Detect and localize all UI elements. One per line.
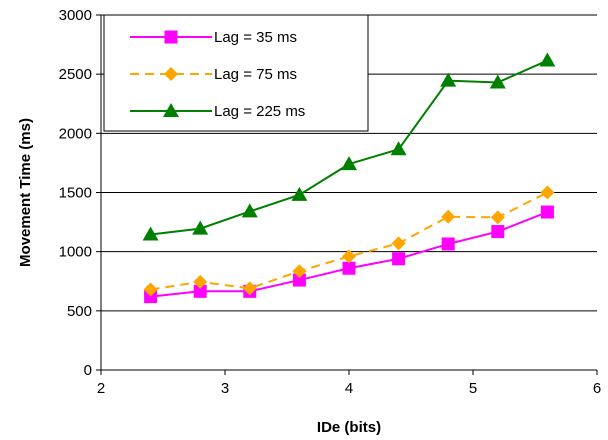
data-point	[242, 281, 257, 296]
x-tick-label: 2	[97, 380, 105, 397]
data-point	[292, 273, 306, 287]
data-point	[291, 186, 308, 201]
y-tick-label: 3000	[59, 7, 92, 24]
data-point	[441, 237, 455, 251]
x-axis-title: IDe (bits)	[317, 419, 381, 436]
data-point	[193, 274, 208, 289]
data-point	[490, 210, 505, 225]
data-point	[391, 236, 406, 251]
data-point	[193, 284, 207, 298]
axes	[96, 14, 598, 375]
data-point	[390, 141, 407, 156]
y-tick-label: 2000	[59, 125, 92, 142]
tick-labels: 0 500 1000 1500 2000 2500 3000 2 3 4 5 6	[59, 7, 602, 397]
y-tick-label: 500	[67, 303, 92, 320]
legend-marker	[164, 30, 178, 44]
data-point	[341, 156, 357, 171]
data-point	[342, 261, 356, 275]
data-point	[241, 203, 258, 218]
legend-entry: Lag = 35 ms	[214, 29, 297, 46]
data-point	[491, 225, 505, 239]
data-point	[392, 252, 406, 266]
y-tick-label: 1000	[59, 244, 92, 261]
y-tick-label: 1500	[59, 185, 92, 202]
data-point	[144, 290, 158, 304]
legend-entry: Lag = 225 ms	[214, 103, 305, 120]
y-tick-label: 0	[84, 362, 92, 379]
legend-entry: Lag = 75 ms	[214, 66, 297, 83]
data-point	[192, 220, 209, 235]
x-tick-label: 3	[221, 380, 229, 397]
data-point	[342, 249, 356, 264]
data-point	[540, 205, 554, 219]
series-line-2	[150, 191, 548, 291]
legend-marker	[163, 103, 179, 117]
y-tick-label: 2500	[59, 66, 92, 83]
x-tick-label: 6	[593, 380, 601, 397]
legend: Lag = 35 ms Lag = 75 ms Lag = 225 ms	[103, 14, 369, 132]
data-point	[440, 72, 457, 87]
series-layer	[142, 52, 556, 304]
x-tick-label: 5	[469, 380, 477, 397]
data-point	[143, 282, 158, 297]
data-point	[540, 185, 555, 200]
data-point	[539, 52, 556, 67]
data-point	[441, 209, 456, 224]
data-point	[292, 264, 307, 279]
legend-marker	[164, 67, 178, 81]
y-axis-title: Movement Time (ms)	[17, 118, 34, 267]
data-point	[142, 226, 159, 241]
x-tick-label: 4	[345, 380, 353, 397]
data-point	[489, 74, 506, 89]
